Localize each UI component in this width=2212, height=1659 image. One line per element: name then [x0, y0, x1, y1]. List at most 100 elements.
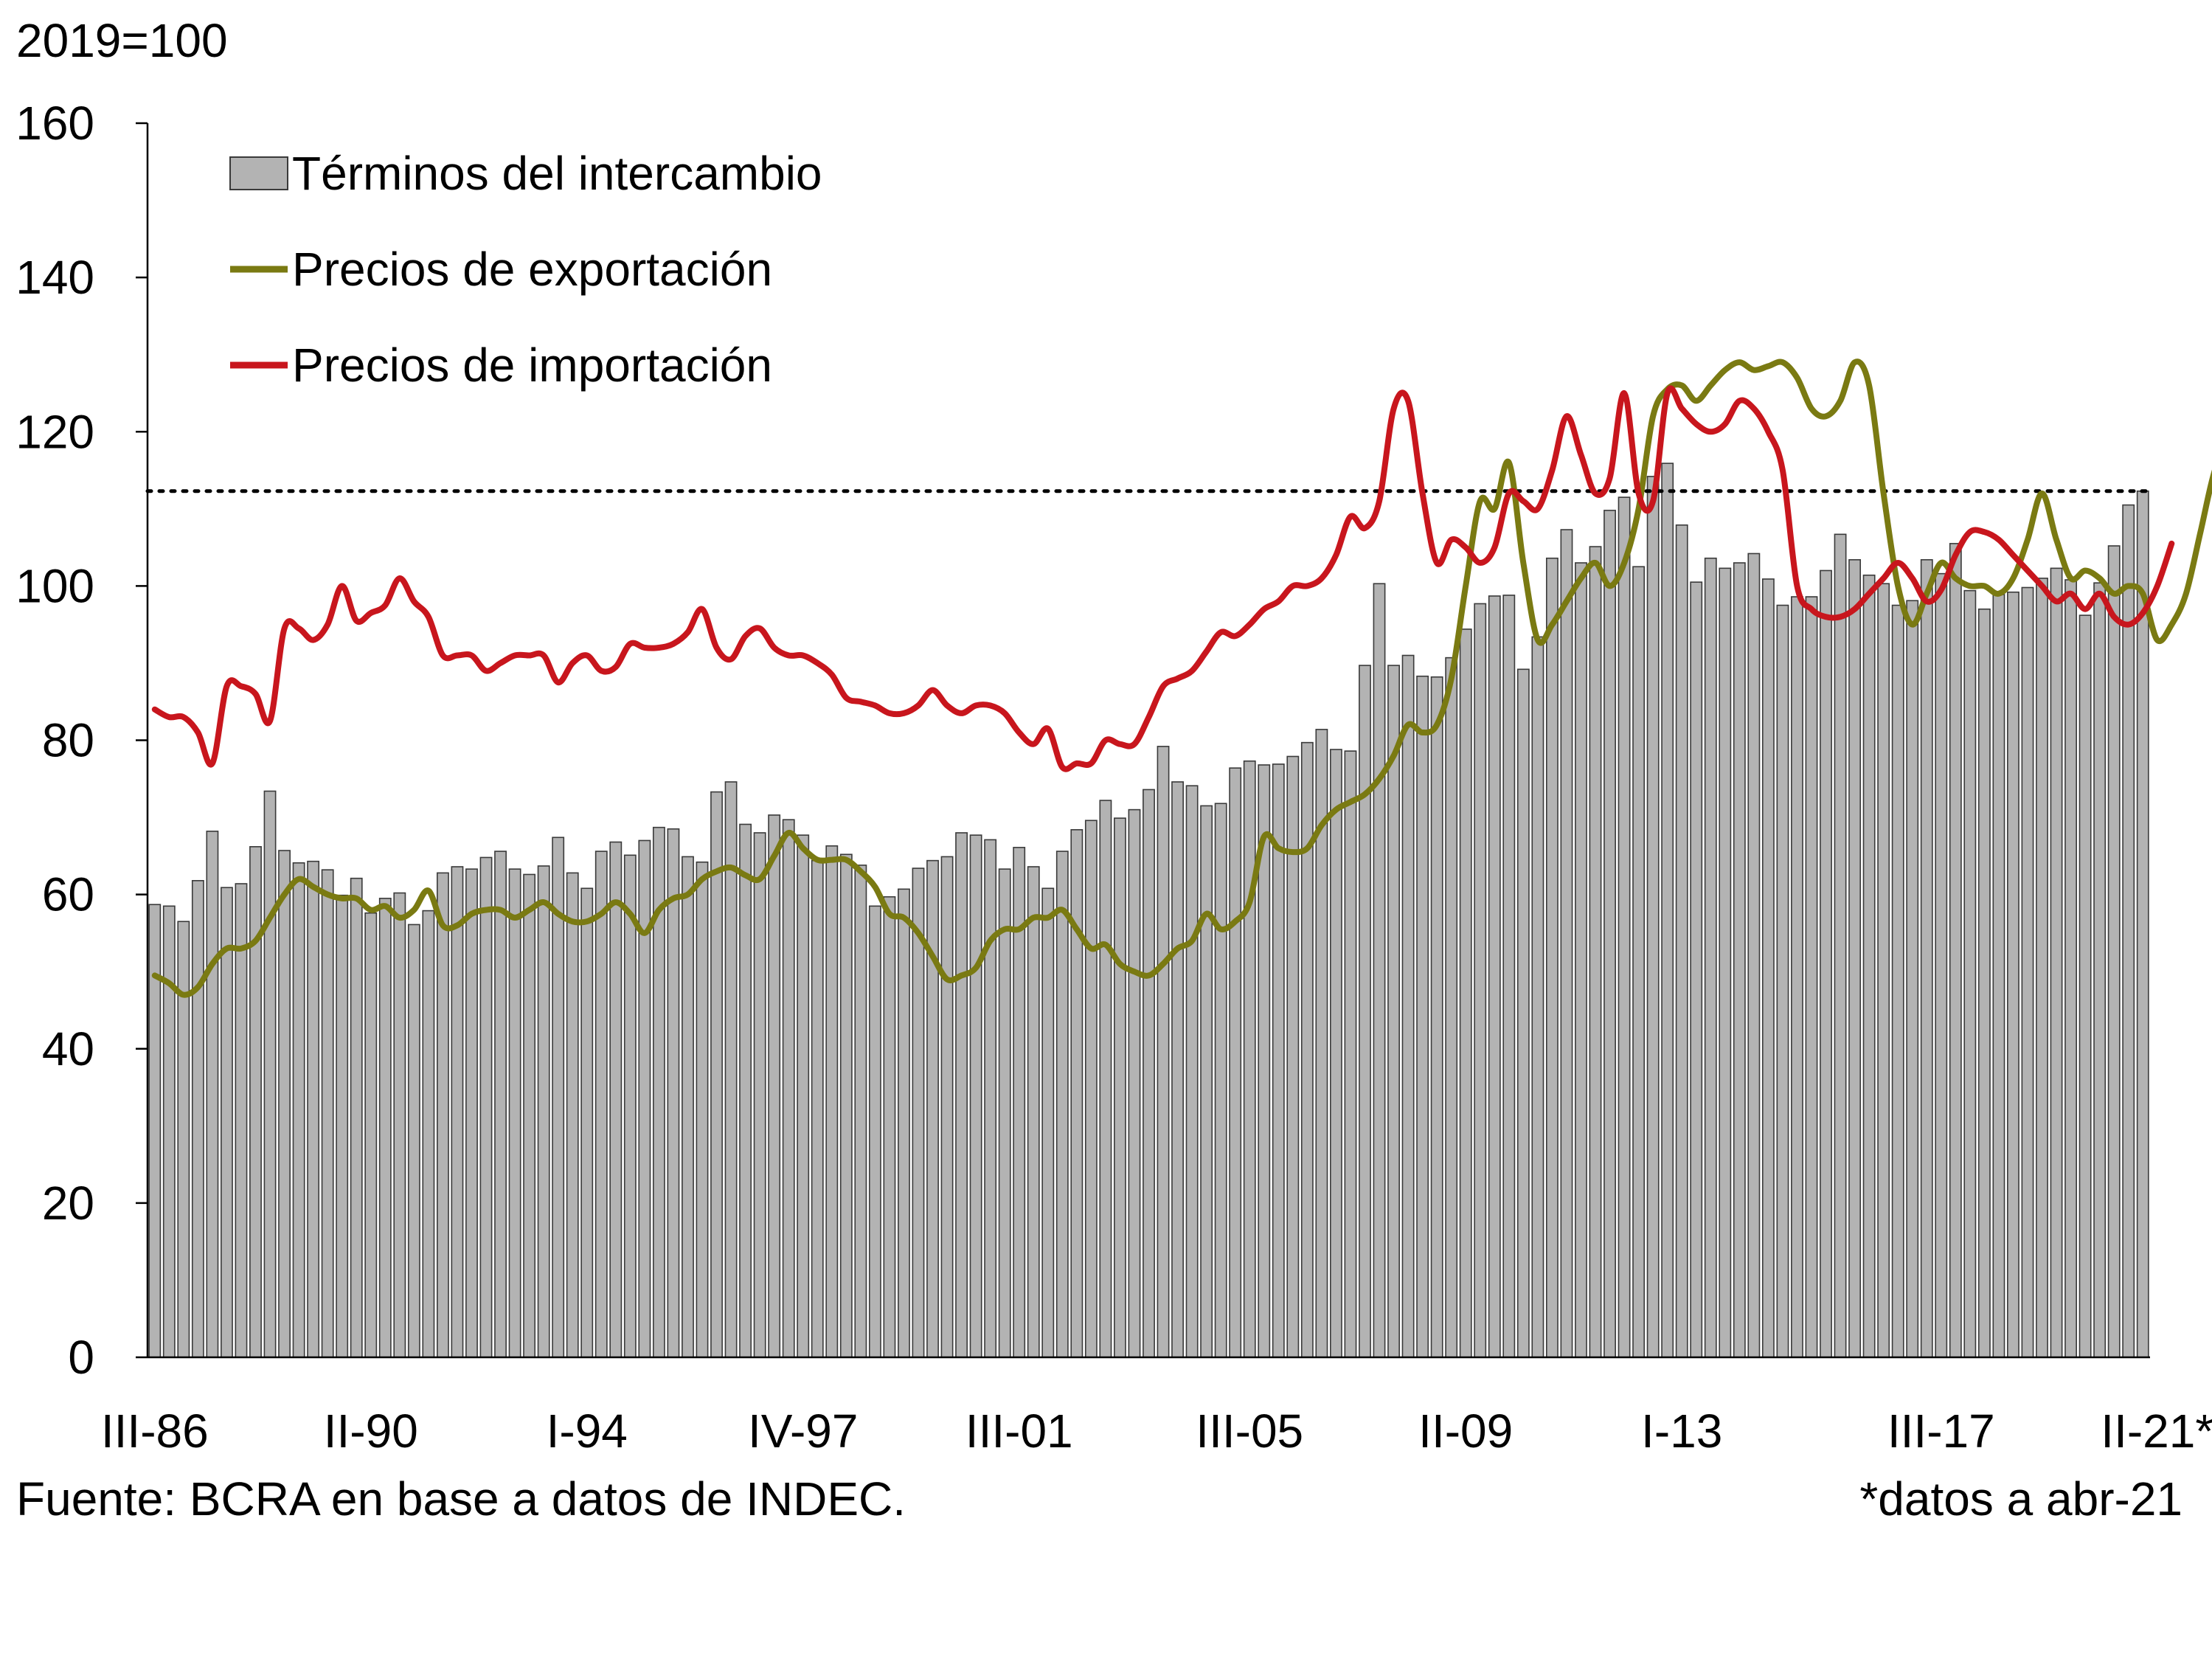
bar — [1632, 566, 1646, 1358]
bar — [898, 888, 910, 1358]
y-tick-label: 100 — [15, 559, 94, 612]
export-price-line — [151, 359, 2212, 998]
bar — [768, 814, 781, 1358]
bar — [1560, 529, 1573, 1358]
bar — [1445, 657, 1458, 1358]
bar — [191, 880, 204, 1358]
bar — [364, 912, 378, 1358]
bar — [926, 859, 939, 1358]
bar — [465, 868, 478, 1358]
bar — [1229, 767, 1242, 1358]
bar — [854, 865, 867, 1358]
bar — [1920, 559, 1933, 1358]
bar — [1070, 828, 1084, 1358]
bar — [1459, 628, 1472, 1358]
bar — [307, 860, 320, 1358]
bar — [2093, 582, 2107, 1358]
bar — [1143, 789, 1155, 1358]
bar — [1675, 524, 1688, 1358]
x-tick-label: II-21* — [2101, 1405, 2212, 1458]
x-tick-label: III-05 — [1196, 1405, 1303, 1458]
bar — [278, 850, 291, 1358]
bar — [1545, 557, 1559, 1358]
legend: Términos del intercambio Precios de expor… — [229, 147, 822, 392]
bar — [1387, 665, 1400, 1358]
legend-label: Precios de importación — [292, 339, 772, 392]
bar — [940, 856, 954, 1358]
bar — [1157, 746, 1170, 1358]
bar — [1719, 567, 1732, 1358]
bar — [1502, 595, 1516, 1358]
lines-layer — [151, 359, 2212, 998]
y-tick-label: 20 — [42, 1177, 94, 1230]
bar — [1243, 760, 1256, 1358]
bar — [1661, 463, 1674, 1358]
bar — [1906, 600, 1919, 1358]
bar — [1099, 800, 1112, 1358]
bar — [1704, 557, 1717, 1358]
bar — [177, 921, 190, 1358]
legend-label: Términos del intercambio — [292, 147, 822, 200]
bar — [1575, 562, 1587, 1358]
bar — [868, 905, 881, 1358]
y-tick-label: 140 — [15, 251, 94, 304]
x-tick-label: II-90 — [324, 1405, 418, 1458]
bar — [451, 866, 464, 1358]
bar — [782, 819, 795, 1358]
bar — [1977, 608, 1991, 1358]
bar — [537, 865, 550, 1358]
bar — [1877, 583, 1890, 1358]
bar — [1430, 676, 1443, 1358]
bar — [1171, 781, 1184, 1358]
bar — [1776, 604, 1789, 1358]
bar — [1084, 820, 1098, 1358]
bar — [1373, 583, 1386, 1358]
bar — [1747, 553, 1761, 1358]
y-tick-label: 160 — [15, 97, 94, 150]
bar — [422, 910, 435, 1358]
bar — [1416, 675, 1429, 1358]
bar — [739, 823, 752, 1358]
bar — [494, 851, 507, 1358]
bar — [1618, 496, 1631, 1358]
bar — [508, 868, 521, 1358]
bar — [839, 853, 853, 1358]
bars-layer — [148, 463, 2149, 1358]
bar — [1055, 851, 1069, 1358]
bar — [2050, 567, 2063, 1358]
bar — [1820, 569, 1832, 1358]
bar — [609, 841, 623, 1358]
bar — [393, 892, 406, 1358]
bar — [2122, 504, 2135, 1358]
bar — [1761, 578, 1775, 1358]
bar — [1488, 595, 1501, 1358]
bar — [696, 861, 709, 1358]
bar — [1359, 665, 1371, 1358]
bar — [479, 856, 493, 1358]
bar — [811, 859, 824, 1358]
bar — [667, 828, 680, 1358]
bar — [969, 834, 982, 1358]
bar — [162, 905, 176, 1358]
bar — [1300, 741, 1314, 1358]
bar — [221, 887, 233, 1358]
x-tick-label: I-94 — [547, 1405, 628, 1458]
bar — [1114, 817, 1126, 1358]
bar — [1963, 589, 1977, 1358]
bar — [566, 872, 579, 1358]
x-tick-label: II-09 — [1418, 1405, 1513, 1458]
x-tick-label: III-01 — [965, 1405, 1073, 1458]
bar — [1531, 636, 1544, 1358]
bar — [292, 862, 305, 1358]
bar — [1330, 749, 1342, 1358]
bar — [1862, 574, 1876, 1358]
x-tick-label: III-17 — [1887, 1405, 1995, 1458]
bar — [883, 896, 896, 1358]
bar — [249, 846, 262, 1358]
bar — [1041, 887, 1055, 1358]
bar — [955, 832, 968, 1358]
bar — [1214, 803, 1227, 1358]
y-tick-label: 40 — [42, 1022, 94, 1076]
bar — [998, 868, 1011, 1358]
